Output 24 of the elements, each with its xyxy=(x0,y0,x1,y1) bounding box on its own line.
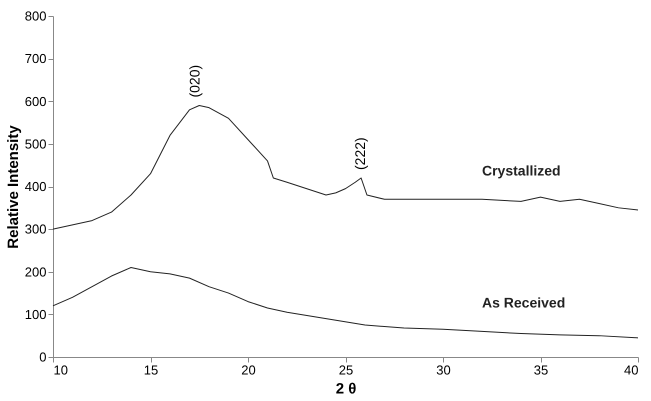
series-label: As Received xyxy=(482,294,566,310)
line-series xyxy=(52,105,638,230)
y-tick-label: 500 xyxy=(24,136,46,152)
y-tick-label: 400 xyxy=(24,179,46,194)
x-tick-label: 25 xyxy=(338,362,354,378)
annotation: (020) xyxy=(186,64,202,98)
y-tick-label: 800 xyxy=(24,8,46,24)
series-label: Crystallized xyxy=(482,162,561,178)
y-tick-label: 0 xyxy=(39,350,46,364)
x-tick-label: 40 xyxy=(624,362,638,378)
y-tick-label: 100 xyxy=(24,306,46,322)
y-axis-title: Relative Intensity xyxy=(4,124,22,249)
y-tick-label: 600 xyxy=(24,94,46,109)
x-tick-label: 10 xyxy=(54,362,68,378)
y-tick-label: 200 xyxy=(24,264,46,280)
y-tick-label: 700 xyxy=(24,51,46,66)
y-tick-label: 300 xyxy=(24,222,46,237)
line-series xyxy=(52,266,638,338)
x-tick-label: 35 xyxy=(534,362,548,378)
x-axis-title: 2 θ xyxy=(336,380,356,398)
x-tick-label: 20 xyxy=(241,362,256,378)
x-tick-label: 15 xyxy=(144,362,158,378)
annotation: (222) xyxy=(352,137,368,170)
x-tick-label: 30 xyxy=(436,362,451,378)
